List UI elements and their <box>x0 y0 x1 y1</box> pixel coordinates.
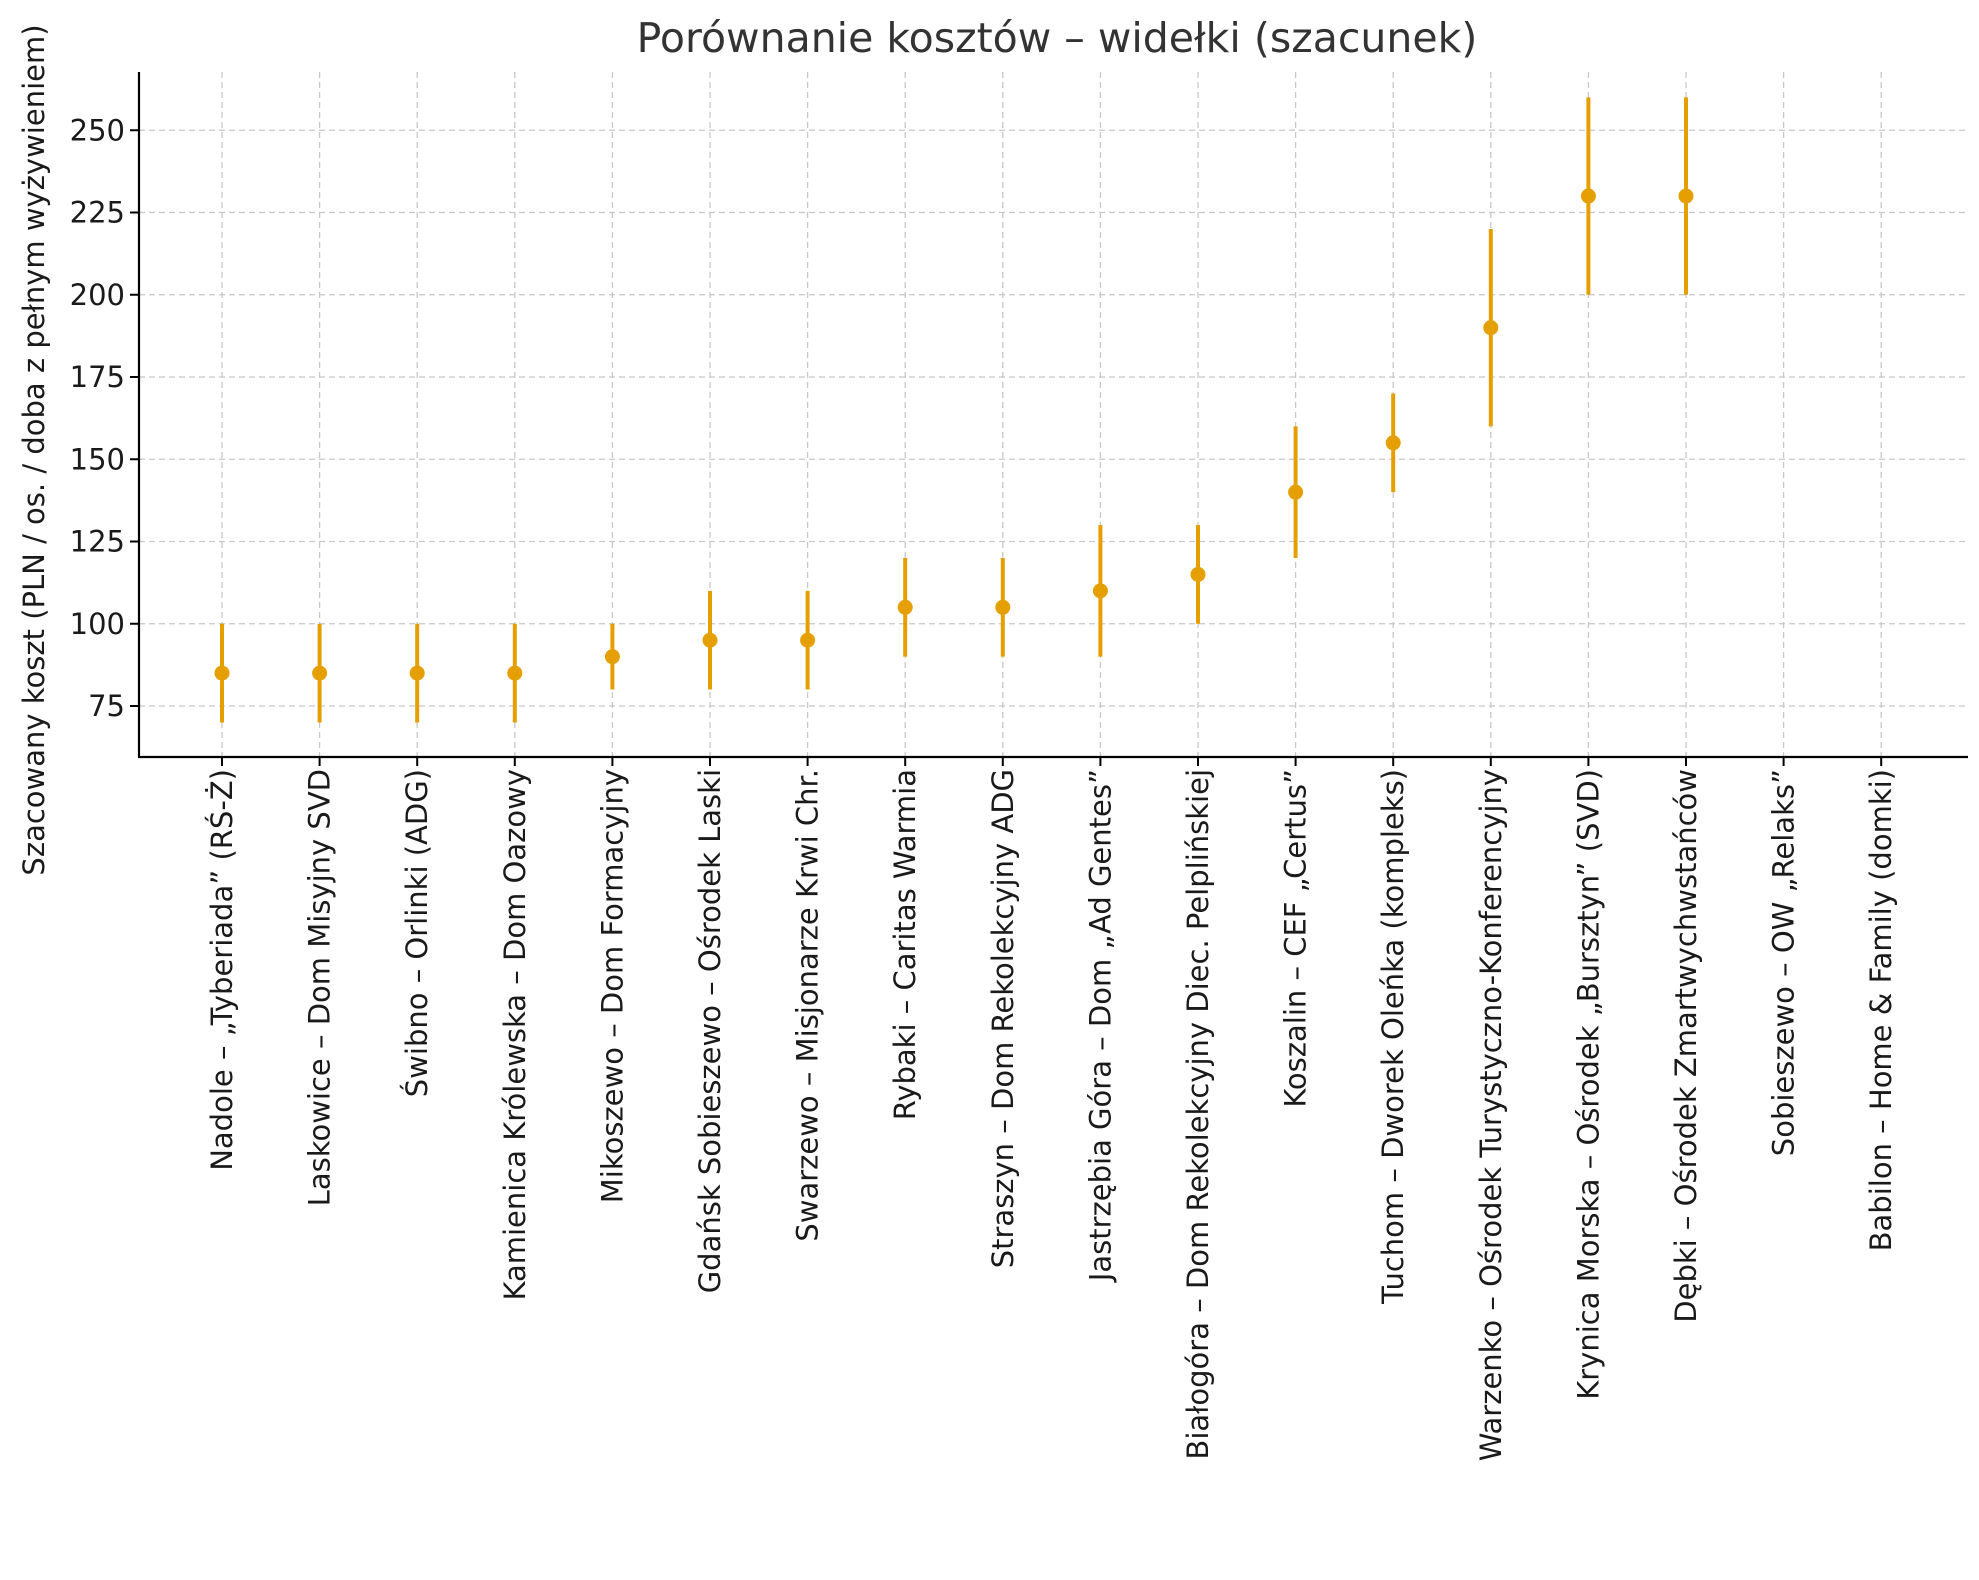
data-point <box>1092 583 1108 599</box>
x-tick-label: Białogóra – Dom Rekolekcyjny Diec. Pelpl… <box>1181 769 1215 1460</box>
data-point <box>312 665 328 681</box>
x-tick-label: Rybaki – Caritas Warmia <box>888 769 922 1120</box>
y-axis-ticks: 75 100 125 150 175 200 225 250 <box>70 113 139 723</box>
data-point <box>1483 320 1499 336</box>
x-tick-label: Laskowice – Dom Misyjny SVD <box>303 769 337 1206</box>
x-tick-label: Koszalin – CEF „Certus” <box>1279 769 1313 1108</box>
y-tick-label: 75 <box>88 689 125 723</box>
x-tick-label: Jastrzębia Góra – Dom „Ad Gentes” <box>1083 769 1117 1283</box>
data-point <box>507 665 523 681</box>
data-point <box>409 665 425 681</box>
data-points <box>214 188 1694 681</box>
x-tick-label: Warzenko – Ośrodek Turystyczno-Konferenc… <box>1474 769 1508 1461</box>
y-tick-label: 100 <box>70 607 125 641</box>
data-point <box>1678 188 1694 204</box>
x-tick-label: Tuchom – Dworek Oleńka (kompleks) <box>1376 769 1410 1305</box>
x-tick-label: Nadole – „Tyberiada” (RŚ-Ż) <box>205 769 239 1171</box>
data-point <box>800 632 816 648</box>
x-tick-label: Kamienica Królewska – Dom Oazowy <box>498 769 532 1301</box>
y-axis-title: Szacowany koszt (PLN / os. / doba z pełn… <box>17 24 51 875</box>
x-axis-ticks: Nadole – „Tyberiada” (RŚ-Ż) Laskowice – D… <box>205 757 1898 1461</box>
x-tick-label: Sobieszewo – OW „Relaks” <box>1767 769 1801 1156</box>
y-tick-label: 150 <box>70 442 125 476</box>
x-tick-label: Dębki – Ośrodek Zmartwychwstańców <box>1669 769 1703 1323</box>
data-point <box>995 599 1011 615</box>
data-point <box>604 649 620 665</box>
data-point <box>1580 188 1596 204</box>
x-tick-label: Babilon – Home & Family (domki) <box>1864 769 1898 1251</box>
data-point <box>702 632 718 648</box>
y-tick-label: 125 <box>70 525 125 559</box>
x-tick-label: Straszyn – Dom Rekolekcyjny ADG <box>986 769 1020 1268</box>
error-bars <box>220 97 1688 723</box>
x-tick-label: Krynica Morska – Ośrodek „Bursztyn” (SVD… <box>1571 769 1605 1400</box>
x-tick-label: Gdańsk Sobieszewo – Ośrodek Laski <box>693 769 727 1293</box>
data-point <box>897 599 913 615</box>
x-tick-label: Swarzewo – Misjonarze Krwi Chr. <box>791 769 825 1242</box>
y-tick-label: 250 <box>70 113 125 147</box>
y-tick-label: 175 <box>70 360 125 394</box>
y-tick-label: 200 <box>70 278 125 312</box>
data-point <box>214 665 230 681</box>
grid <box>139 72 1968 757</box>
data-point <box>1385 435 1401 451</box>
chart-title: Porównanie kosztów – widełki (szacunek) <box>637 14 1478 62</box>
data-point <box>1190 566 1206 582</box>
y-tick-label: 225 <box>70 196 125 230</box>
x-tick-label: Mikoszewo – Dom Formacyjny <box>595 769 629 1203</box>
x-tick-label: Świbno – Orlinki (ADG) <box>400 769 434 1097</box>
data-point <box>1288 484 1304 500</box>
